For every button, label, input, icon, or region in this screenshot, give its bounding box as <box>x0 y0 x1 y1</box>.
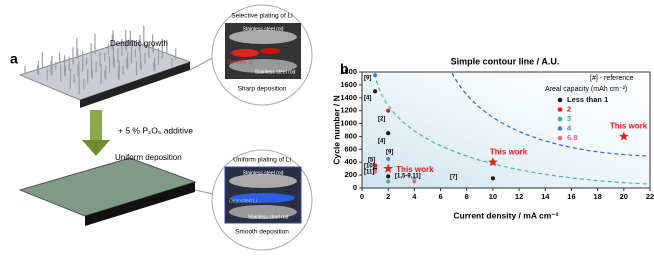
x-tick-label: 22 <box>646 192 654 201</box>
y-tick-label: 200 <box>344 170 357 179</box>
data-point <box>372 162 378 168</box>
additive-label: + 5 % P₂O₅ additive <box>118 125 193 135</box>
contour-line <box>451 72 649 157</box>
zoom-caption: Smooth deposition <box>235 229 289 236</box>
x-tick-label: 20 <box>620 192 628 201</box>
reference-label: [5] <box>368 158 375 164</box>
x-tick-label: 6 <box>438 192 442 201</box>
arrow <box>82 110 110 156</box>
x-tick-label: 4 <box>412 192 417 201</box>
reference-label: [9] <box>386 150 393 156</box>
data-point <box>372 72 378 78</box>
x-tick-label: 2 <box>386 192 390 201</box>
highlight-star <box>619 131 629 141</box>
panel-label: b <box>340 61 349 77</box>
reference-label: [1,5-9,11] <box>395 174 421 180</box>
x-tick-label: 0 <box>360 192 364 201</box>
legend-label: 2 <box>567 104 571 113</box>
x-tick-label: 8 <box>465 192 469 201</box>
reference-label: [9] <box>364 76 371 82</box>
y-tick-label: 1800 <box>340 67 357 76</box>
highlight-label: This work <box>610 122 648 131</box>
legend-subtitle: Areal capacity (mAh cm⁻²) <box>545 86 627 93</box>
legend-marker <box>557 107 563 112</box>
data-point <box>372 169 378 175</box>
data-point <box>385 173 391 179</box>
zoom-title: Uniform plating of Li <box>233 157 291 164</box>
x-tick-label: 12 <box>515 192 523 201</box>
data-point <box>385 130 391 136</box>
legend-label: 3 <box>567 114 571 123</box>
top-electrode <box>18 25 192 108</box>
legend-label: Less than 1 <box>567 95 608 104</box>
reference-label: [10] <box>364 164 375 170</box>
legend-marker <box>557 135 563 141</box>
zoom-title: Selective plating of Li <box>231 13 292 20</box>
zoom-caption: Sharp deposition <box>238 86 287 93</box>
legend-marker <box>557 126 563 131</box>
legend-label: 6.8 <box>567 133 577 142</box>
plot-area <box>361 71 651 189</box>
y-tick-label: 1200 <box>340 106 357 115</box>
bottom-electrode <box>18 157 197 226</box>
sem-label: Stainless steel rod <box>255 69 296 75</box>
data-point <box>490 175 496 181</box>
chart-title: Simple contour line / A.U. <box>451 56 560 66</box>
x-tick-label: 14 <box>541 192 550 201</box>
data-point <box>411 179 417 185</box>
y-tick-label: 1400 <box>340 93 357 102</box>
caption: Uniform deposition <box>115 153 182 162</box>
y-tick-label: 800 <box>344 131 357 140</box>
highlight-label: This work <box>396 165 434 174</box>
reference-label: [4] <box>378 139 385 145</box>
legend-title: [#] - reference <box>590 75 634 82</box>
data-point <box>385 179 391 185</box>
legend-label: 4 <box>567 123 572 132</box>
highlight-star <box>383 163 393 173</box>
y-axis-label: Cycle number / N <box>331 95 341 164</box>
y-tick-label: 0 <box>353 183 357 192</box>
sem-label: Stainless steel rod <box>243 170 284 176</box>
y-tick-label: 600 <box>344 144 357 153</box>
x-tick-label: 18 <box>593 192 601 201</box>
data-point <box>385 156 391 162</box>
contour-line <box>374 73 649 185</box>
data-point <box>385 108 391 114</box>
x-axis-label: Current density / mA cm⁻² <box>453 210 558 220</box>
reference-label: [7] <box>450 175 457 181</box>
y-tick-label: 400 <box>344 157 357 166</box>
sem-label: Stainless steel rod <box>243 26 284 32</box>
x-tick-label: 16 <box>567 192 575 201</box>
panel-label: a <box>10 51 18 67</box>
reference-label: [4] <box>364 96 371 102</box>
reference-label: [11] <box>364 170 374 176</box>
legend-marker <box>557 116 563 122</box>
sem-label: Deposited Li <box>229 198 257 204</box>
sem-label: Stainless steel rod <box>248 214 289 220</box>
highlight-label: This work <box>490 147 528 156</box>
y-tick-label: 1600 <box>340 80 357 89</box>
x-tick-label: 10 <box>489 192 497 201</box>
caption: Dendritic growth <box>110 39 168 48</box>
sem-label: Dendritic Li <box>227 59 252 65</box>
reference-label: [2] <box>378 117 385 123</box>
y-tick-label: 1000 <box>340 119 357 128</box>
legend-marker <box>557 97 563 103</box>
highlight-star <box>488 157 498 167</box>
data-point <box>372 88 378 94</box>
